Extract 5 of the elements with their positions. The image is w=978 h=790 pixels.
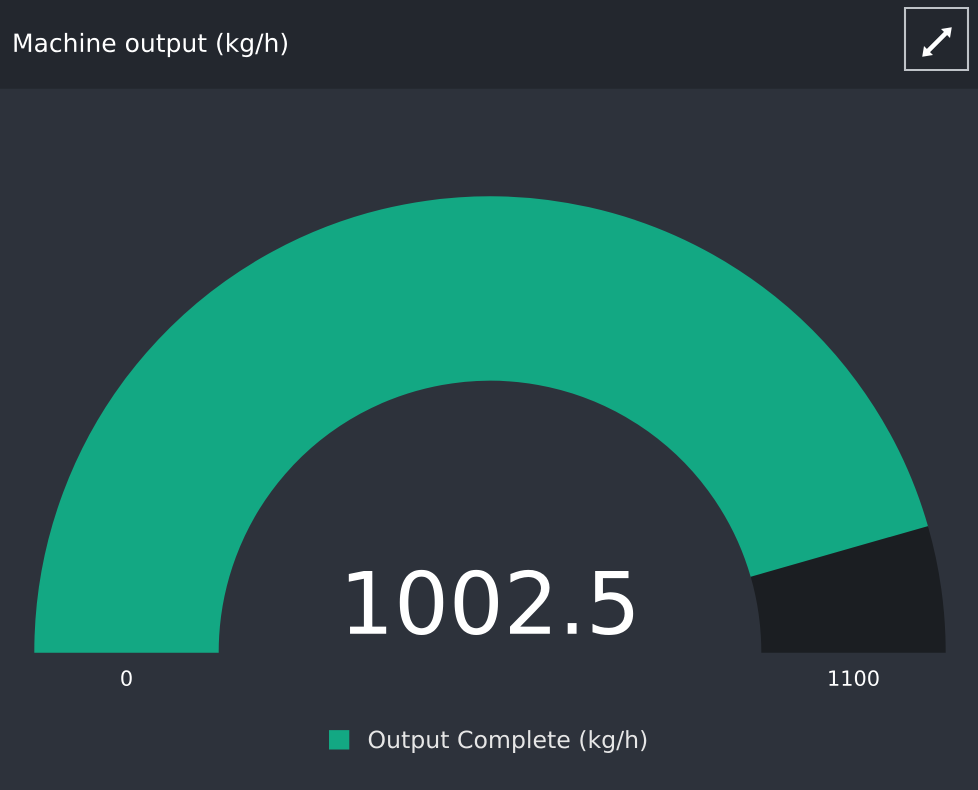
chart-title: Machine output (kg/h) — [14, 32, 287, 58]
text: 1100 — [829, 670, 879, 686]
legend-label: Output Complete (kg/h) — [368, 730, 646, 753]
text: 0 — [121, 670, 132, 686]
data-label: 1002.5 — [348, 570, 634, 635]
